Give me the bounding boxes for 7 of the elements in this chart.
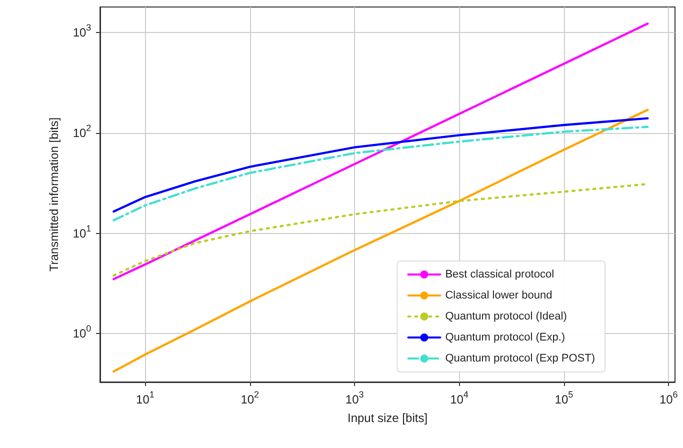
- legend-label: Quantum protocol (Ideal): [445, 310, 567, 322]
- legend-label: Best classical protocol: [445, 268, 554, 280]
- y-axis-title: Transmitted information [bits]: [47, 117, 61, 272]
- legend-label: Quantum protocol (Exp POST): [445, 352, 596, 364]
- legend-label: Quantum protocol (Exp.): [445, 332, 566, 344]
- legend-label: Classical lower bound: [445, 290, 552, 302]
- x-axis-title: Input size [bits]: [347, 411, 428, 425]
